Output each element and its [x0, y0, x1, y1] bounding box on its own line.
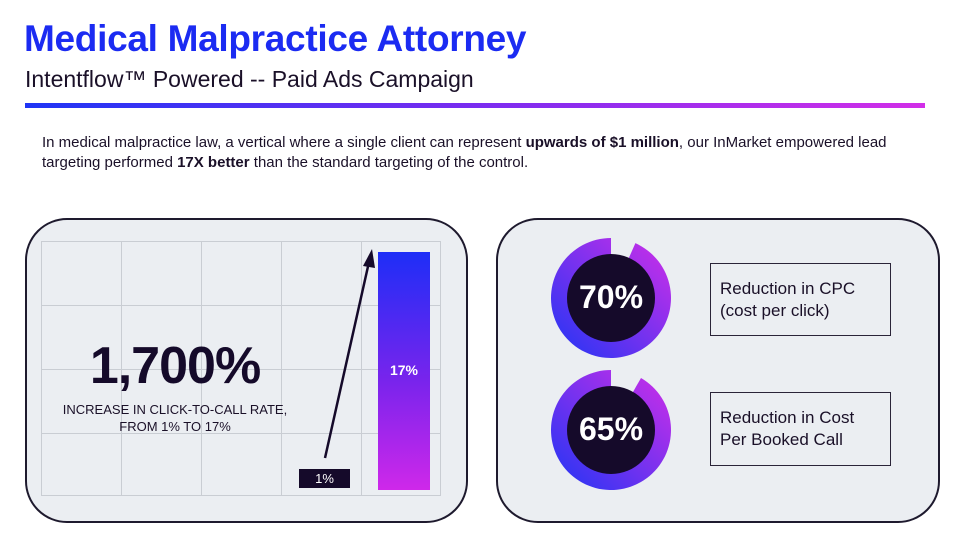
- bar-label: 17%: [389, 362, 419, 378]
- ring-inner: [567, 254, 655, 342]
- gradient-divider: [25, 103, 925, 108]
- stat-label: Per Booked Call: [720, 430, 843, 449]
- stat-label-box: Reduction in Cost Per Booked Call: [710, 392, 891, 466]
- stat-caption: INCREASE IN CLICK-TO-CALL RATE, FROM 1% T…: [40, 401, 310, 435]
- bar-control: 1%: [299, 469, 350, 488]
- ring-chart-booked-call: [551, 370, 671, 490]
- stat-label: Reduction in CPC: [720, 279, 856, 298]
- intro-text: than the standard targeting of the contr…: [249, 154, 529, 171]
- intro-highlight: 17X better: [177, 154, 250, 171]
- caption-line: FROM 1% TO 17%: [119, 419, 231, 434]
- ring-value: 70%: [578, 279, 644, 315]
- bar-inmarket: 17%: [378, 252, 430, 490]
- stat-label-box: Reduction in CPC (cost per click): [710, 263, 891, 336]
- intro-text: , our InMarket empowered lead targeting …: [42, 134, 887, 171]
- chart-grid: [41, 241, 441, 496]
- intro-paragraph: In medical malpractice law, a vertical w…: [42, 133, 922, 173]
- ring-chart-cpc: [551, 238, 671, 358]
- stat-label: (cost per click): [720, 301, 830, 320]
- ring-value: 65%: [578, 411, 644, 447]
- ring-inner: [567, 386, 655, 474]
- intro-text: In medical malpractice law, a vertical w…: [42, 134, 526, 151]
- headline-stat: 1,700%: [89, 337, 261, 395]
- stat-label: Reduction in Cost: [720, 408, 855, 427]
- page-title: Medical Malpractice Attorney: [24, 18, 527, 59]
- intro-highlight: upwards of $1 million: [525, 134, 679, 151]
- page-subtitle: Intentflow™ Powered -- Paid Ads Campaign: [25, 66, 474, 92]
- caption-line: INCREASE IN CLICK-TO-CALL RATE,: [62, 402, 288, 417]
